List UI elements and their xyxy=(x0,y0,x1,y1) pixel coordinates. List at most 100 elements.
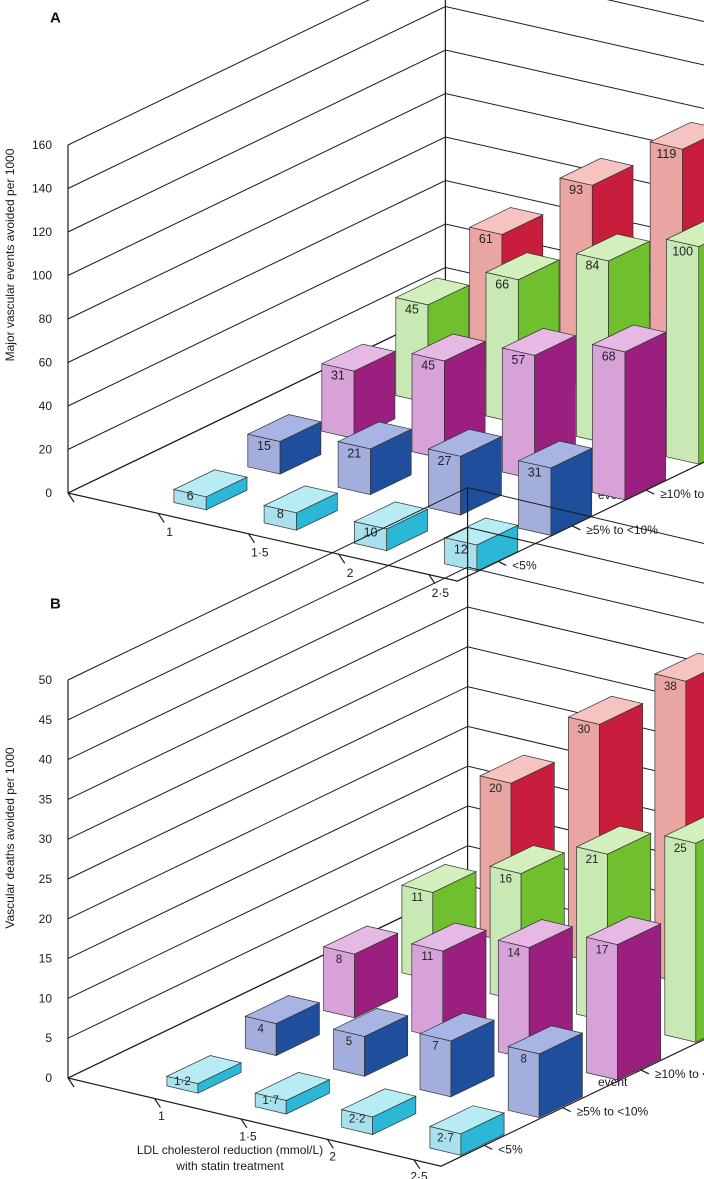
risk-category-label: <5% xyxy=(512,558,537,572)
bar-value-label: 66 xyxy=(495,277,509,291)
bar-top-face xyxy=(418,1012,496,1042)
bar-top-face xyxy=(322,925,399,955)
y-tick-label: 100 xyxy=(32,269,52,283)
bar-top-face xyxy=(340,1088,417,1118)
bar-top-face xyxy=(585,916,662,945)
x-tick-label: 2·5 xyxy=(432,586,450,600)
y-tick-label: 0 xyxy=(45,1071,52,1085)
bar-value-label: 61 xyxy=(479,232,493,246)
z-tick-mark xyxy=(484,1144,493,1150)
x-tick-label: 1 xyxy=(158,1109,165,1123)
y-tick-label: 80 xyxy=(39,312,53,326)
bar-top-face xyxy=(410,922,488,952)
bar-top-face xyxy=(246,414,322,442)
bar-top-face xyxy=(501,328,577,356)
bar-lt5pct-1: 1·2 xyxy=(165,1055,243,1094)
bar-value-label: 1·7 xyxy=(262,1095,279,1107)
bar-value-label: 57 xyxy=(511,353,525,367)
x-tick-label: 1·5 xyxy=(239,1129,257,1143)
bar-top-face xyxy=(254,1072,331,1101)
y-tick-label: 0 xyxy=(45,486,52,500)
bar-ge10pct-to-lt20pct-4: 17 xyxy=(585,916,662,1081)
bar-front-face xyxy=(592,344,626,501)
y-axis-title: Vascular deaths avoided per 1000 xyxy=(3,747,17,929)
x-tick-mark xyxy=(157,513,165,523)
bar-ge10pct-to-lt20pct-2: 45 xyxy=(410,333,487,460)
bar-top-face xyxy=(165,1055,243,1084)
bar-lt5pct-4: 2·7 xyxy=(428,1105,506,1156)
bar-ge20pct-to-lt30pct-4: 100 xyxy=(665,220,704,465)
panel-label-b: B xyxy=(50,595,61,612)
bar-ge10pct-to-lt20pct-1: 31 xyxy=(320,343,396,440)
bar-top-face xyxy=(410,333,487,362)
bar-value-label: 15 xyxy=(257,439,271,453)
y-tick-label: 20 xyxy=(39,443,53,457)
y-tick-label: 45 xyxy=(39,713,53,727)
bar-value-label: 93 xyxy=(569,183,583,197)
bar-value-label: 6 xyxy=(187,489,194,503)
x-tick-label: 1·5 xyxy=(251,545,269,559)
x-axis-title-line1: LDL cholesterol reduction (mmol/L) xyxy=(137,1143,323,1157)
panel-label-a: A xyxy=(50,9,61,26)
bar-value-label: 14 xyxy=(507,947,520,959)
y-axis-title: Major vascular events avoided per 1000 xyxy=(3,148,17,361)
x-tick-mark xyxy=(240,1118,248,1129)
bar-top-face xyxy=(665,220,704,247)
risk-category-label: ≥10% to <20% xyxy=(655,1067,704,1081)
bar-value-label: 7 xyxy=(432,1041,438,1053)
bar-ge10pct-to-lt20pct-1: 8 xyxy=(322,925,399,1019)
bar-value-label: 31 xyxy=(528,466,542,480)
risk-category-label: <5% xyxy=(498,1142,523,1156)
bar-side-face xyxy=(617,923,662,1081)
bar-top-face xyxy=(663,816,704,844)
bar-top-face xyxy=(507,1025,584,1055)
x-tick-label: 2·5 xyxy=(410,1170,428,1179)
bar-ge5pct-to-lt10pct-3: 7 xyxy=(418,1012,496,1098)
bar-front-face xyxy=(666,238,700,465)
x-tick-mark xyxy=(67,1077,75,1088)
bar-value-label: 8 xyxy=(521,1054,527,1066)
bar-ge10pct-to-lt20pct-4: 68 xyxy=(591,324,667,501)
risk-category-label: ≥10% to <20% xyxy=(660,487,704,501)
risk-category-label: ≥5% to <10% xyxy=(577,1105,649,1119)
bar-lt5pct-2: 1·7 xyxy=(254,1072,331,1115)
bar-top-face xyxy=(428,1105,506,1135)
y-tick-label: 15 xyxy=(39,952,53,966)
x-tick-mark xyxy=(153,1098,161,1108)
bar-value-label: 119 xyxy=(656,147,676,161)
bar-ge5pct-to-lt10pct-1: 15 xyxy=(246,414,322,475)
bar-value-label: 16 xyxy=(499,873,512,885)
x-tick-mark xyxy=(67,492,75,503)
bar-value-label: 17 xyxy=(596,944,609,956)
bar-lt5pct-4: 12 xyxy=(443,517,519,572)
x-tick-label: 2 xyxy=(347,566,354,580)
z-tick-mark xyxy=(571,525,581,531)
bar-lt5pct-3: 2·2 xyxy=(340,1088,417,1136)
y-tick-label: 40 xyxy=(39,753,53,767)
bar-top-face xyxy=(332,1008,409,1037)
bar-top-face xyxy=(591,324,667,353)
y-tick-label: 5 xyxy=(45,1031,52,1045)
y-tick-label: 140 xyxy=(32,182,52,196)
gridline xyxy=(67,526,704,721)
bar-value-label: 21 xyxy=(586,854,599,866)
bar-lt5pct-2: 8 xyxy=(263,485,339,531)
bar-value-label: 21 xyxy=(347,447,361,461)
bar-top-face xyxy=(484,252,561,281)
bar-top-face xyxy=(427,428,503,457)
bar-value-label: 38 xyxy=(664,681,677,693)
y-tick-label: 40 xyxy=(39,399,53,413)
risk-category-label: ≥5% to <10% xyxy=(586,523,658,537)
z-tick-mark xyxy=(562,1107,571,1113)
x-tick-label: 1 xyxy=(166,525,173,539)
bar-ge5pct-to-lt10pct-3: 27 xyxy=(427,428,503,516)
bar-front-face xyxy=(586,936,618,1081)
x-axis-title-line2: with statin treatment xyxy=(175,1159,284,1173)
bar-top-face xyxy=(337,421,413,450)
x-tick-mark xyxy=(248,533,255,544)
bar-top-face xyxy=(320,343,396,372)
bar-value-label: 27 xyxy=(438,454,452,468)
x-tick-mark xyxy=(326,1138,334,1149)
bar-top-face xyxy=(353,501,429,530)
x-tick-mark xyxy=(338,553,346,564)
